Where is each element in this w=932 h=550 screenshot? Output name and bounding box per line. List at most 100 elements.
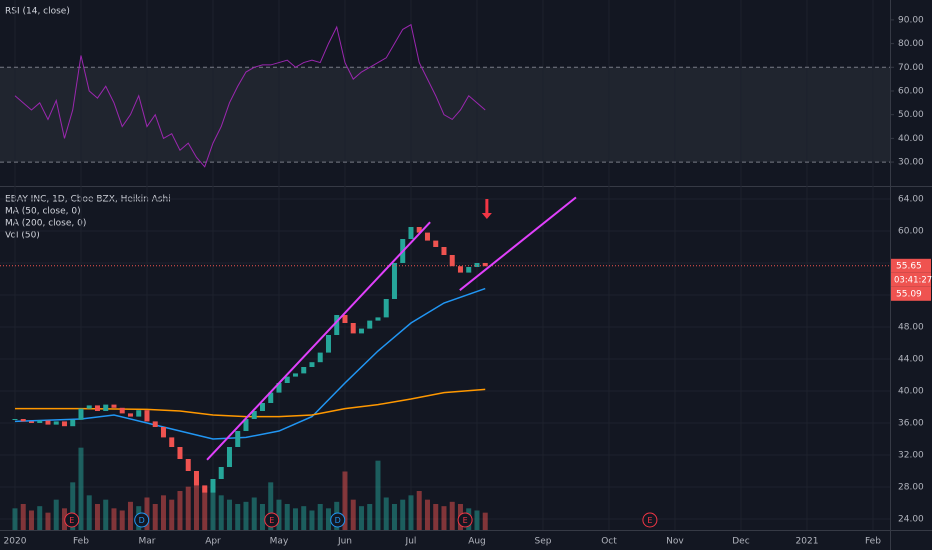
volume-bar (119, 510, 125, 530)
volume-bar (243, 501, 249, 530)
candle (144, 410, 150, 422)
volume-bar (94, 504, 100, 530)
candle (86, 405, 92, 409)
event-label: E (269, 516, 274, 525)
time-tick-label: Feb (865, 537, 881, 547)
candle (482, 263, 488, 267)
candle (367, 320, 373, 329)
candle (317, 352, 323, 363)
candle (301, 367, 307, 374)
volume-bar (251, 497, 257, 530)
countdown-tag (891, 272, 931, 287)
candle (78, 408, 84, 420)
candle (466, 267, 472, 273)
time-tick-label: Sep (534, 537, 551, 547)
event-marker (642, 512, 658, 528)
candle (28, 421, 34, 423)
event-label: E (69, 516, 74, 525)
price-tick-label: 64.00 (898, 195, 924, 205)
candle (259, 403, 265, 411)
candle (268, 392, 274, 403)
event-label: D (335, 516, 341, 525)
time-tick-label: Dec (732, 537, 749, 547)
volume-bar (358, 506, 364, 530)
volume-bar (235, 504, 241, 530)
volume-bar (28, 510, 34, 530)
volume-bar (482, 512, 488, 530)
candle (243, 419, 249, 431)
volume-bar (160, 495, 166, 530)
candle (136, 410, 142, 417)
event-label: E (647, 516, 652, 525)
volume-bar (400, 499, 406, 530)
volume-bar (292, 508, 298, 530)
candle (20, 419, 26, 422)
price-tick-label: 60.00 (898, 227, 924, 237)
volume-bar (193, 478, 199, 530)
volume-bar (12, 508, 18, 530)
prev-tag-label: 55.09 (896, 289, 922, 299)
volume-bar (416, 491, 422, 530)
volume-bar (276, 499, 282, 530)
time-tick-label: Aug (468, 537, 486, 547)
time-tick-label: 2021 (796, 537, 819, 547)
rsi-title: RSI (14, close) (5, 7, 70, 17)
candle (342, 315, 348, 323)
candle (94, 405, 100, 411)
price-tick-label: 28.00 (898, 483, 924, 493)
volume-bar (218, 495, 224, 530)
volume-bar (342, 471, 348, 530)
volume-bar (70, 482, 76, 530)
candle (185, 459, 191, 471)
candle (119, 407, 125, 414)
candle (61, 421, 67, 427)
event-marker (64, 512, 80, 528)
candle (334, 315, 340, 335)
candle (375, 317, 381, 321)
time-tick-label: Apr (205, 537, 221, 547)
candle (45, 420, 51, 425)
volume-bar (317, 504, 323, 530)
candle (449, 255, 455, 267)
time-tick-label: Jun (337, 537, 352, 547)
volume-bar (226, 499, 232, 530)
grid (0, 0, 890, 530)
volume-bar (367, 504, 373, 530)
volume-bar (103, 499, 109, 530)
time-tick-label: Nov (666, 537, 684, 547)
candle (383, 299, 389, 318)
volume-bar (309, 510, 315, 530)
candle (169, 437, 175, 447)
rsi-tick-label: 60.00 (898, 86, 924, 96)
candle (70, 419, 76, 427)
price-tick-label: 24.00 (898, 515, 924, 525)
volume-bar (449, 501, 455, 530)
volume-bar (375, 460, 381, 530)
volume-bar (350, 499, 356, 530)
volume-bar (284, 504, 290, 530)
price-tick-label: 44.00 (898, 355, 924, 365)
candle (202, 485, 208, 493)
volume-bar (202, 486, 208, 530)
volume-bar (86, 495, 92, 530)
legend-ma200: MA (200, close, 0) (5, 219, 86, 229)
candle (160, 427, 166, 438)
trend-line (459, 196, 577, 291)
volume-bar (37, 506, 43, 530)
event-marker (330, 512, 346, 528)
candle (12, 419, 18, 420)
candle (127, 413, 133, 417)
volume-bar (20, 504, 26, 530)
price-tag (891, 258, 931, 273)
candle (53, 421, 59, 425)
candle (424, 232, 430, 241)
time-tick-label: Mar (138, 537, 155, 547)
volume-bar (210, 491, 216, 530)
countdown-label: 03:41:27 (894, 275, 932, 285)
moving-average (14, 388, 486, 418)
price-tag-label: 55.65 (896, 261, 922, 271)
candle (193, 471, 199, 486)
volume-bar (433, 504, 439, 530)
candle (226, 447, 232, 467)
